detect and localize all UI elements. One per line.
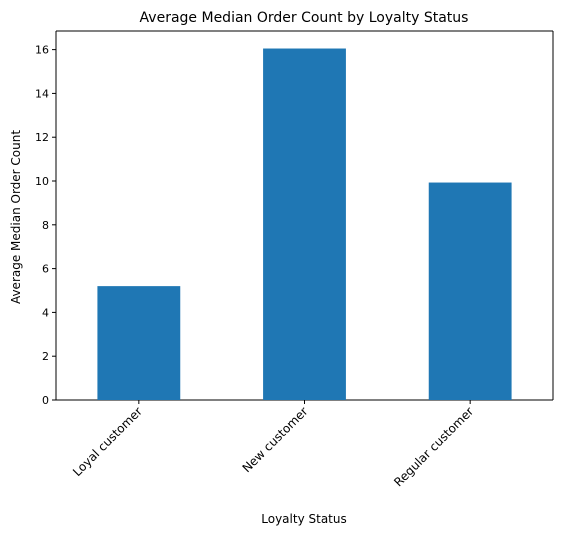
y-axis: 0 2 4 6 8 10 12 14 16 [35, 44, 56, 407]
y-tick-label: 10 [35, 175, 49, 188]
x-axis: Loyal customer New customer Regular custom… [70, 400, 476, 489]
y-axis-label: Average Median Order Count [9, 130, 23, 304]
y-tick-label: 16 [35, 44, 49, 57]
y-tick-label: 8 [42, 219, 49, 232]
y-tick-label: 14 [35, 87, 49, 100]
chart-title: Average Median Order Count by Loyalty St… [140, 10, 469, 26]
y-tick-label: 4 [42, 306, 49, 319]
x-axis-label: Loyalty Status [261, 512, 346, 526]
y-tick-label: 6 [42, 263, 49, 276]
bar-loyal-customer [97, 286, 181, 400]
bar-new-customer [263, 48, 346, 400]
bars-group [97, 48, 512, 400]
y-tick-label: 0 [42, 394, 49, 407]
y-tick-label: 12 [35, 131, 49, 144]
bar-regular-customer [428, 182, 512, 400]
x-tick-label: New customer [240, 404, 311, 475]
x-tick-label: Regular customer [391, 404, 476, 489]
y-tick-label: 2 [42, 350, 49, 363]
x-tick-label: Loyal customer [70, 404, 145, 479]
